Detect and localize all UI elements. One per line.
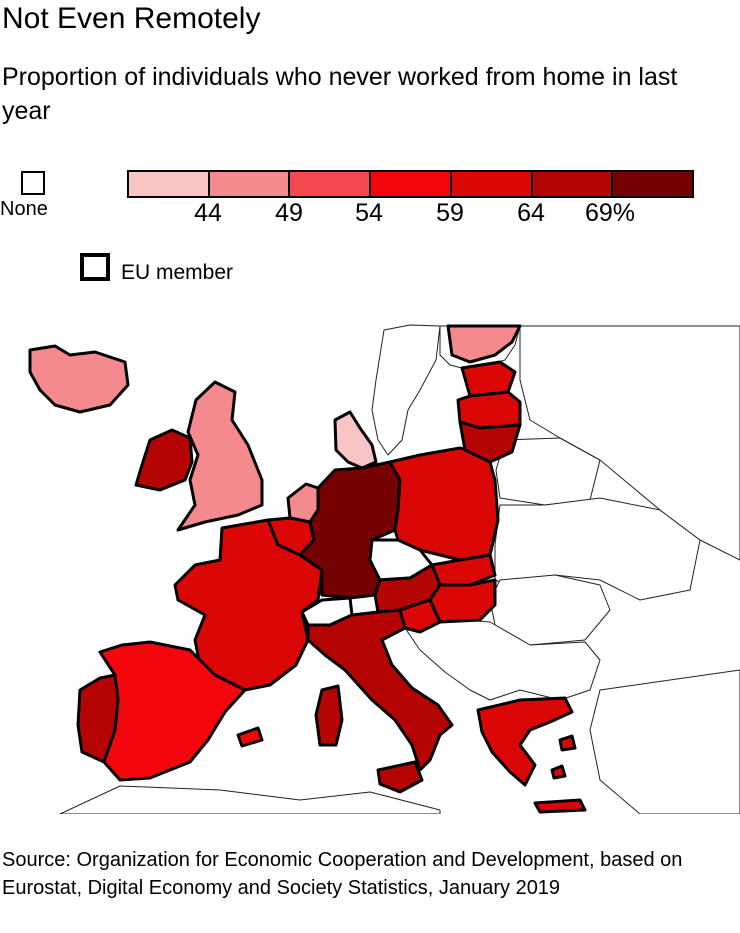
- legend-swatch: [129, 172, 210, 196]
- map-sardinia: [314, 684, 344, 747]
- legend-none-label: None: [0, 198, 48, 220]
- map-balearics: [236, 726, 264, 748]
- legend-tick: 44: [194, 199, 222, 227]
- map-sweden: [371, 324, 441, 456]
- legend-tick: 69%: [584, 199, 636, 227]
- map-latvia: [456, 390, 522, 430]
- legend-tick: 64: [517, 199, 545, 227]
- legend-swatch: [209, 172, 291, 196]
- chart-subtitle: Proportion of individuals who never work…: [2, 63, 678, 125]
- map-estonia: [460, 360, 517, 398]
- legend-none-swatch: [21, 171, 45, 195]
- legend-swatch: [371, 172, 452, 196]
- map-lithuania: [458, 420, 522, 464]
- legend-swatch: [613, 172, 693, 196]
- map-russia: [519, 325, 740, 561]
- map-turkey: [589, 669, 740, 814]
- map-portugal: [76, 673, 120, 764]
- europe-map: [28, 324, 740, 814]
- map-hungary: [428, 578, 497, 624]
- map-balkans: [404, 617, 601, 701]
- map-norway: [446, 324, 522, 364]
- map-sicily: [376, 760, 424, 794]
- legend-tick: 59: [436, 199, 464, 227]
- map-ireland: [134, 428, 194, 492]
- map-north-africa: [59, 785, 441, 814]
- map-uk: [176, 380, 264, 532]
- map-aegean-island: [558, 734, 577, 752]
- legend-swatch: [532, 172, 614, 196]
- legend-eu-swatch: [80, 253, 110, 281]
- map-italy: [306, 608, 454, 772]
- legend-tick: 49: [275, 199, 303, 227]
- source-note: Source: Organization for Economic Cooper…: [2, 849, 683, 899]
- map-iceland: [28, 344, 130, 414]
- chart-title: Not Even Remotely: [2, 2, 261, 35]
- map-aegean-island: [550, 764, 567, 780]
- legend-swatch: [451, 172, 533, 196]
- map-crete: [533, 798, 587, 814]
- map-denmark: [333, 410, 378, 470]
- legend-eu-label: EU member: [121, 261, 234, 284]
- legend-tick: 54: [355, 199, 383, 227]
- legend-swatch: [290, 172, 372, 196]
- map-greece: [476, 696, 574, 787]
- legend-color-scale: [127, 170, 694, 198]
